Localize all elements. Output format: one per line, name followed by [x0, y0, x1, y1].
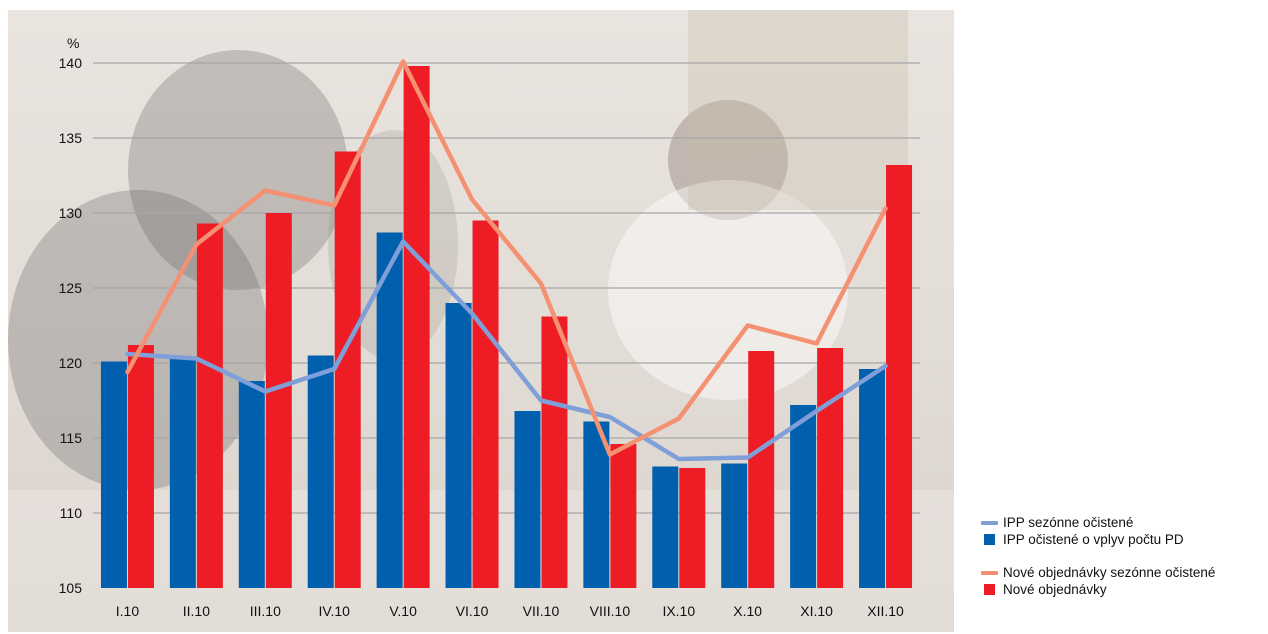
legend-swatch-ipp-seasonal [981, 521, 998, 525]
bar-ipp-workday [790, 405, 817, 588]
bar-orders [334, 151, 361, 588]
bar-ipp-workday [721, 463, 748, 588]
bar-ipp-workday [583, 421, 610, 588]
bar-orders [886, 165, 913, 588]
legend-swatch-ipp-workday [984, 534, 995, 545]
bar-orders [817, 348, 844, 588]
line-series [125, 59, 888, 462]
legend-label-orders-seasonal: Nové objednávky sezónne očistené [1003, 565, 1216, 580]
y-axis-ticks: 105 110 115 120 125 130 135 140 [59, 55, 83, 596]
y-tick-label: 130 [59, 205, 83, 221]
x-tick-label: IV.10 [319, 603, 351, 619]
bar-orders [472, 220, 499, 588]
bar-orders [127, 345, 154, 588]
photo-bookshelf [688, 10, 908, 210]
bar-orders [403, 66, 430, 588]
y-axis-unit-label: % [67, 35, 79, 51]
legend-swatch-orders-seasonal [981, 571, 998, 575]
x-tick-label: I.10 [116, 603, 140, 619]
y-tick-label: 135 [59, 130, 83, 146]
legend-label-ipp-seasonal: IPP sezónne očistené [1003, 515, 1134, 530]
legend-label-ipp-workday: IPP očistené o vplyv počtu PD [1003, 532, 1184, 547]
x-tick-label: XII.10 [867, 603, 904, 619]
bar-ipp-workday [169, 358, 196, 588]
y-tick-label: 115 [60, 430, 83, 446]
photo-person-right [668, 100, 788, 220]
y-tick-label: 110 [60, 505, 83, 521]
x-tick-label: VI.10 [456, 603, 489, 619]
bar-orders [610, 444, 637, 588]
line-orders-seasonal [125, 59, 888, 457]
bar-ipp-workday [652, 466, 679, 588]
y-tick-label: 125 [59, 280, 83, 296]
bar-orders [265, 213, 292, 588]
legend-item-orders-seasonal: Nové objednávky sezónne očistené [978, 564, 1268, 581]
legend-swatch-orders [984, 584, 995, 595]
bar-ipp-workday [307, 355, 334, 588]
x-tick-label: IX.10 [662, 603, 695, 619]
bar-orders [748, 351, 775, 588]
bar-ipp-workday [514, 411, 541, 588]
bar-ipp-workday [238, 381, 265, 588]
legend-item-ipp-workday: IPP očistené o vplyv počtu PD [978, 531, 1268, 548]
x-tick-label: X.10 [733, 603, 762, 619]
x-tick-label: VII.10 [523, 603, 560, 619]
bar-orders [196, 223, 223, 588]
x-tick-label: V.10 [389, 603, 417, 619]
y-tick-label: 105 [59, 580, 83, 596]
bar-orders [679, 468, 706, 588]
bar-ipp-workday [100, 361, 127, 588]
photo-person-left [128, 50, 348, 290]
x-tick-label: VIII.10 [590, 603, 631, 619]
x-tick-label: II.10 [183, 603, 210, 619]
x-axis-ticks: I.10 II.10 III.10 IV.10 V.10 VI.10 VII.10 VIII.… [116, 603, 904, 619]
bar-ipp-workday [859, 369, 886, 588]
bar-series [100, 66, 913, 588]
bar-orders [541, 316, 568, 588]
y-tick-label: 120 [59, 355, 83, 371]
y-tick-label: 140 [59, 55, 83, 71]
grid-lines [93, 62, 920, 514]
bar-ipp-workday [445, 303, 472, 588]
legend-label-orders: Nové objednávky [1003, 582, 1107, 597]
line-ipp-seasonal [125, 239, 888, 462]
x-tick-label: XI.10 [800, 603, 833, 619]
legend-item-orders: Nové objednávky [978, 581, 1268, 598]
x-tick-label: III.10 [250, 603, 281, 619]
legend: IPP sezónne očistené IPP očistené o vply… [978, 514, 1268, 598]
legend-item-ipp-seasonal: IPP sezónne očistené [978, 514, 1268, 531]
bar-ipp-workday [376, 232, 403, 588]
